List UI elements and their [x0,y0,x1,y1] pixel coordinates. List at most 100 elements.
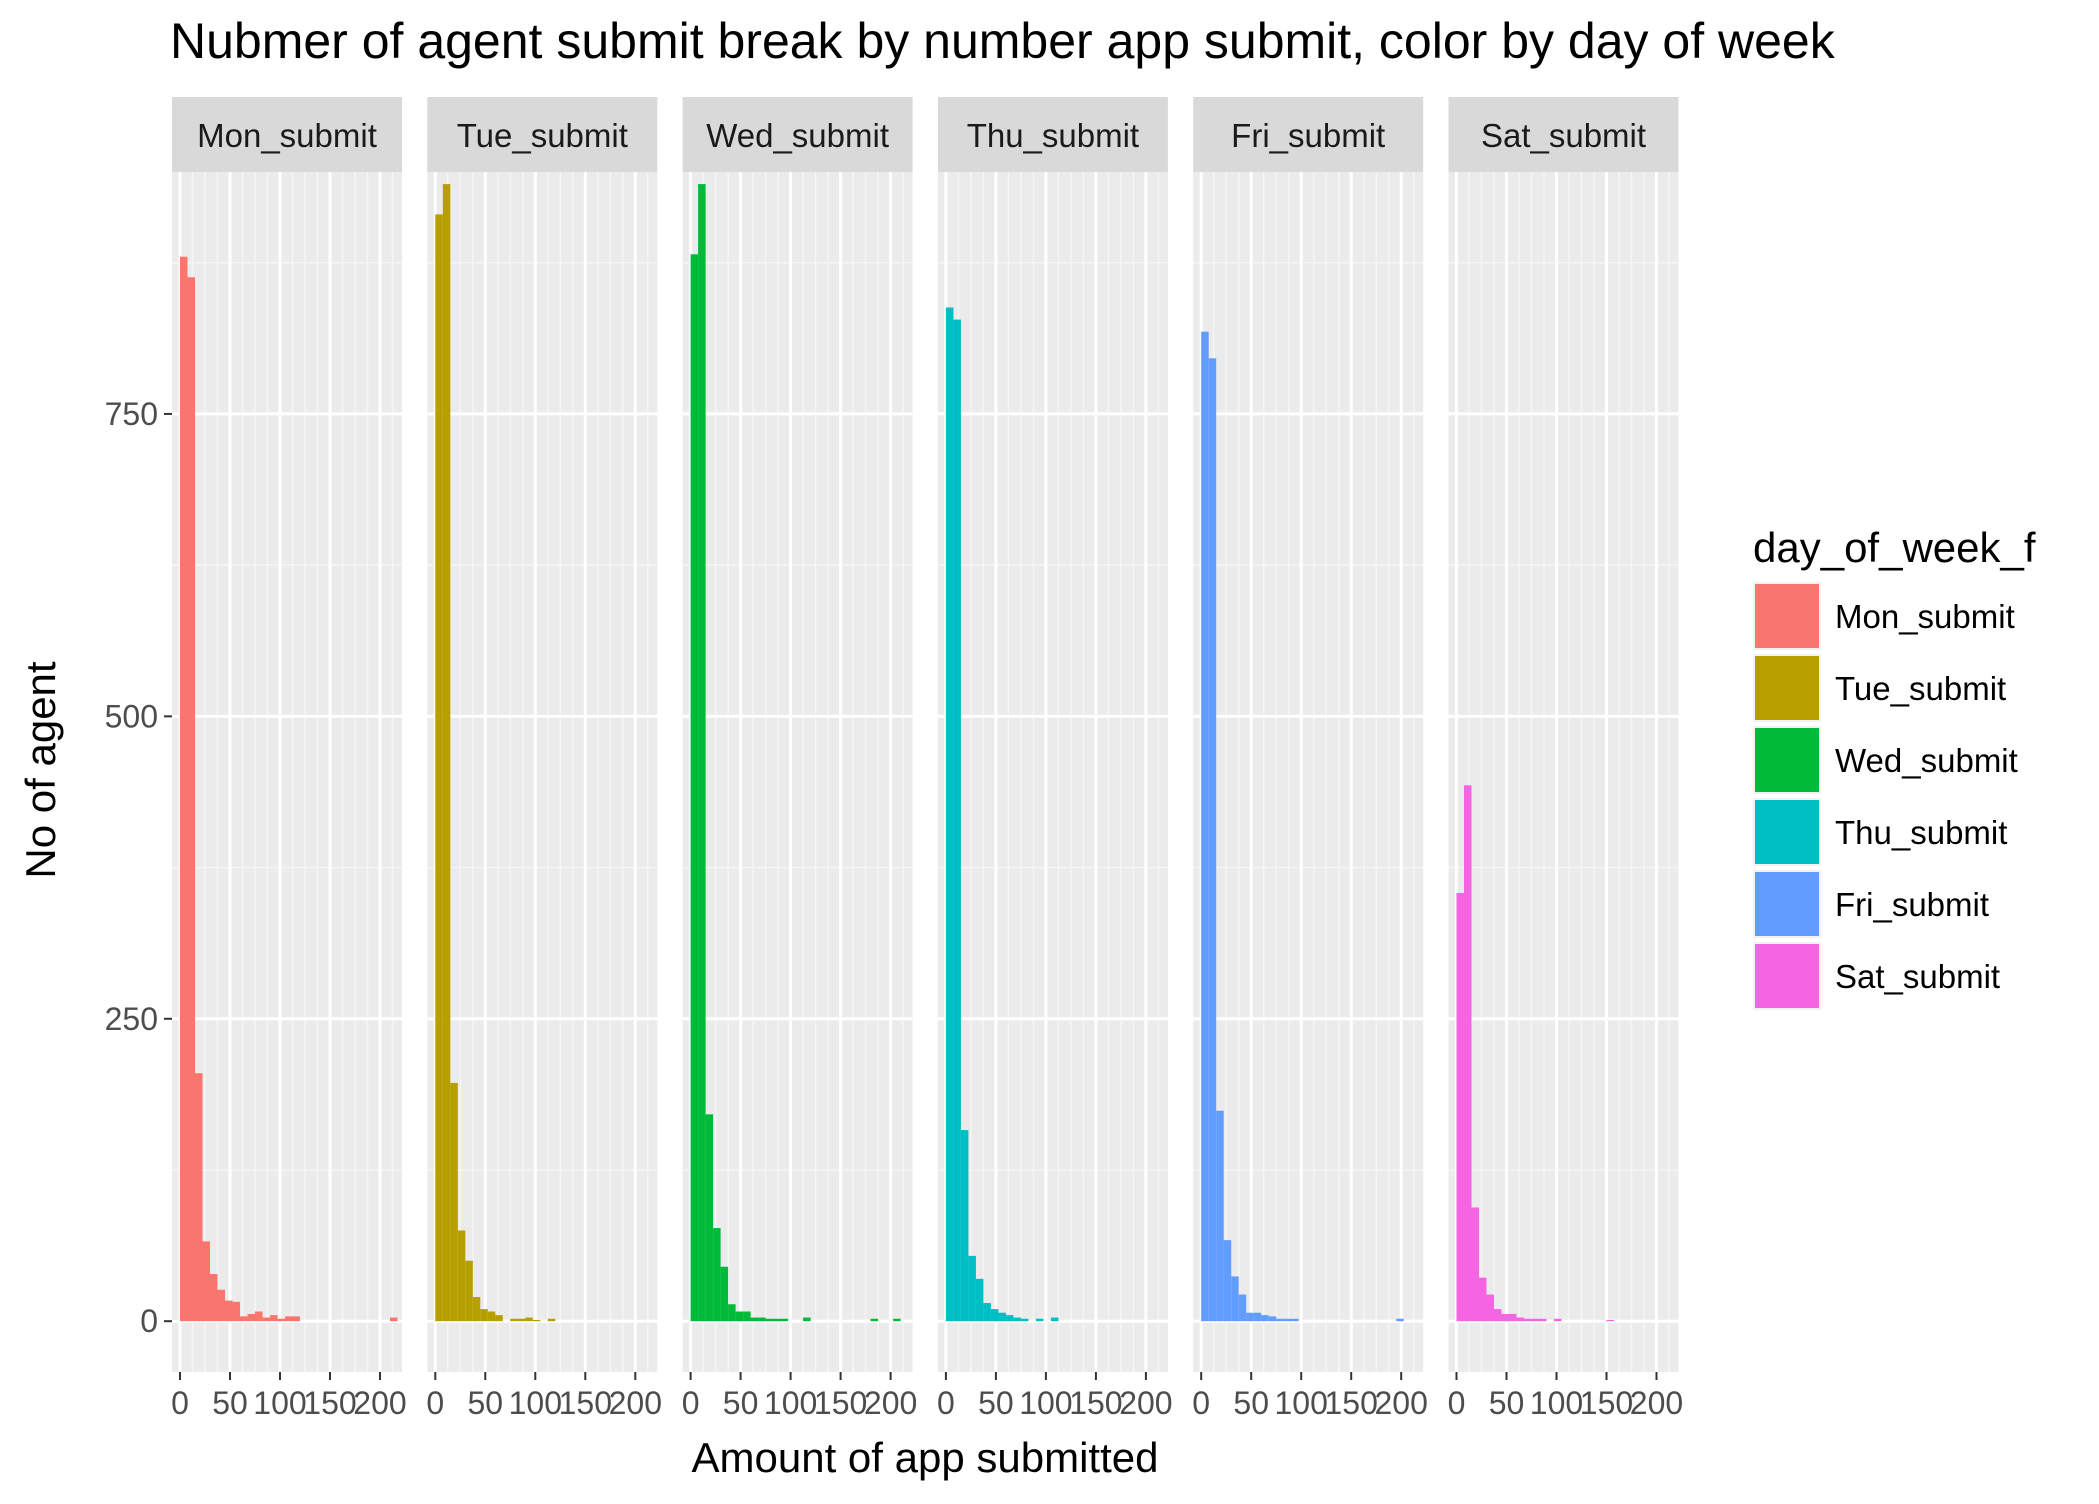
histogram-bar [953,319,961,1322]
histogram-bar [1524,1318,1532,1322]
histogram-bar [983,1303,991,1322]
histogram-bar [255,1311,263,1322]
histogram-bar [1035,1318,1044,1322]
histogram-bar [735,1311,744,1322]
histogram-bar [1456,892,1464,1322]
histogram-bar [517,1318,526,1322]
panel-background [937,172,1168,1372]
histogram-bar [1396,1318,1404,1322]
histogram-bar [1231,1276,1239,1322]
legend-swatch [1755,656,1819,720]
histogram-bar [1494,1309,1502,1322]
histogram-bar [1471,1207,1479,1322]
x-tick-label: 50 [1233,1385,1269,1421]
histogram-bar [195,1073,203,1322]
histogram-bar [1501,1313,1509,1322]
x-axis-title: Amount of app submitted [692,1434,1159,1481]
histogram-bar [765,1318,774,1322]
histogram-bar [292,1316,300,1322]
histogram-bar [1208,358,1217,1322]
facet-strip-label: Mon_submit [197,117,377,154]
histogram-bar [690,254,699,1322]
x-tick-label: 200 [609,1385,662,1421]
histogram-bar [1201,331,1209,1322]
histogram-bar [487,1311,496,1322]
facet-strip-label: Sat_submit [1481,117,1646,154]
histogram-bar [240,1316,248,1322]
histogram-bar [743,1311,751,1322]
x-tick-label: 100 [1275,1385,1328,1421]
histogram-bar [390,1317,398,1322]
histogram-bar [232,1301,240,1322]
y-tick-label: 0 [140,1303,158,1339]
facet-strip-label: Wed_submit [706,117,889,154]
histogram-bar [1268,1316,1277,1322]
histogram-bar [435,214,443,1322]
histogram-bar [1216,1110,1224,1322]
legend-title: day_of_week_f [1753,524,2036,571]
histogram-bar [1539,1318,1547,1322]
histogram-bar [1005,1315,1014,1322]
histogram-bar [990,1309,999,1322]
histogram-bar [525,1317,533,1322]
histogram-bar [945,307,954,1322]
panel-background [172,172,402,1372]
histogram-bar [285,1316,293,1322]
legend-swatch [1755,584,1819,648]
histogram-bar [442,184,451,1322]
facet-strip-label: Tue_submit [457,117,628,154]
histogram-bar [758,1317,766,1322]
histogram-bar [968,1255,976,1322]
panel-background [682,172,913,1372]
legend-label: Thu_submit [1835,814,2007,851]
histogram-bar [773,1318,781,1322]
histogram-bar [277,1318,285,1322]
histogram-bar [472,1297,481,1322]
histogram-bar [217,1289,225,1322]
histogram-bar [1261,1315,1269,1322]
histogram-bar [1050,1317,1059,1322]
y-tick-label: 750 [105,396,158,432]
x-tick-label: 100 [1530,1385,1583,1421]
histogram-bar [202,1241,210,1322]
legend-swatch [1755,728,1819,792]
x-tick-label: 50 [723,1385,759,1421]
histogram-bar [1291,1318,1299,1322]
legend-label: Sat_submit [1835,958,2000,995]
x-tick-label: 100 [764,1385,817,1421]
histogram-bar [1283,1318,1292,1322]
legend: Mon_submit Tue_submit Wed_submit Thu_submit… [1753,582,2018,1010]
x-tick-label: 0 [426,1385,444,1421]
histogram-bar [1238,1294,1247,1322]
histogram-bar [1554,1318,1562,1322]
histogram-bar [1486,1294,1494,1322]
histogram-bar [480,1309,488,1322]
legend-swatch [1755,944,1819,1008]
histogram-bar [450,1082,458,1322]
legend-label: Wed_submit [1835,742,2018,779]
x-tick-label: 50 [978,1385,1014,1421]
histogram-bar [247,1313,255,1322]
histogram-bar [547,1318,556,1322]
x-tick-label: 150 [1325,1385,1378,1421]
legend-item: Sat_submit [1753,942,2000,1010]
histogram-bar [705,1114,714,1322]
histogram-bar [187,277,195,1322]
y-tick-label: 500 [105,698,158,734]
x-tick-label: 50 [212,1385,248,1421]
histogram-bar [1276,1318,1284,1322]
legend-item: Thu_submit [1753,798,2007,866]
y-axis: 0 250 500 750 [105,396,172,1339]
histogram-bar [1013,1317,1021,1322]
x-tick-label: 100 [1019,1385,1072,1421]
histogram-bar [1479,1277,1487,1322]
legend-label: Mon_submit [1835,598,2015,635]
histogram-bar [720,1266,729,1322]
histogram-bar [1516,1317,1524,1322]
histogram-bar [893,1318,901,1322]
panel-background [1448,172,1679,1372]
